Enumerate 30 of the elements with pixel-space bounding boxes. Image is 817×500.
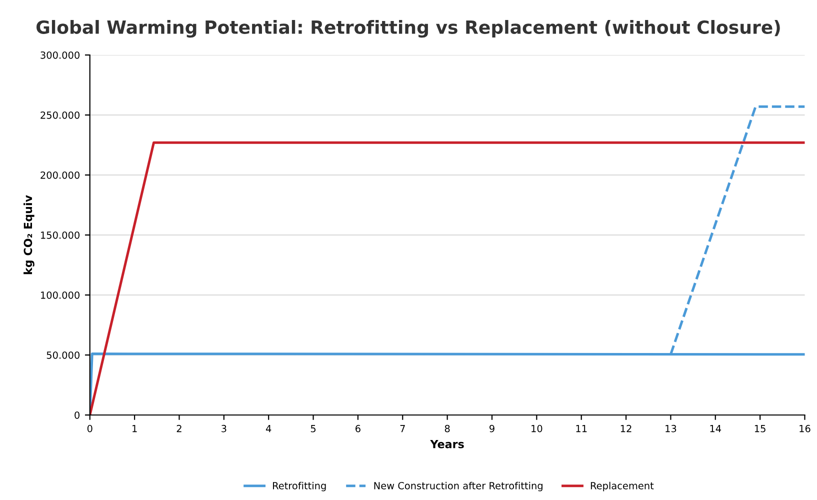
x-tick-label: 3 [222,424,226,432]
x-tick-label: 5 [310,425,316,432]
x-axis-title: Years [430,440,464,448]
y-tick-label: 50.000 [46,351,80,359]
x-tick-label: 4 [266,425,272,432]
x-tick-label: 8 [444,424,450,432]
y-tick-label: 0 [74,411,80,419]
y-tick-label: 200.000 [40,171,80,179]
x-tick-label: 10 [532,424,542,432]
x-tick-label: 2 [176,424,182,432]
legend-label: Retrofitting [273,482,326,492]
x-tick-label: 1 [132,425,137,432]
x-tick-label: 9 [490,424,494,432]
x-tick-label: 14 [710,425,722,432]
x-tick-label: 7 [400,425,405,432]
x-tick-label: 0 [87,424,92,432]
y-tick-label: 150.000 [41,231,80,239]
legend-label: Replacement [590,482,654,492]
chart-title: Global Warming Potential: Retrofitting vs Replacement (without Closure) [36,20,780,38]
y-tick-label: 100.000 [41,291,80,299]
x-tick-label: 16 [800,424,810,432]
y-tick-label: 250.000 [40,111,80,119]
x-tick-label: 11 [576,425,587,432]
y-axis-title: kg CO₂ Equiv [24,195,34,274]
legend-label: New Construction after Retrofitting [374,482,542,492]
x-tick-label: 15 [754,425,766,432]
x-tick-label: 13 [666,424,676,432]
y-tick-label: 300.000 [40,51,80,59]
x-tick-label: 6 [356,424,360,432]
x-tick-label: 12 [620,424,632,432]
